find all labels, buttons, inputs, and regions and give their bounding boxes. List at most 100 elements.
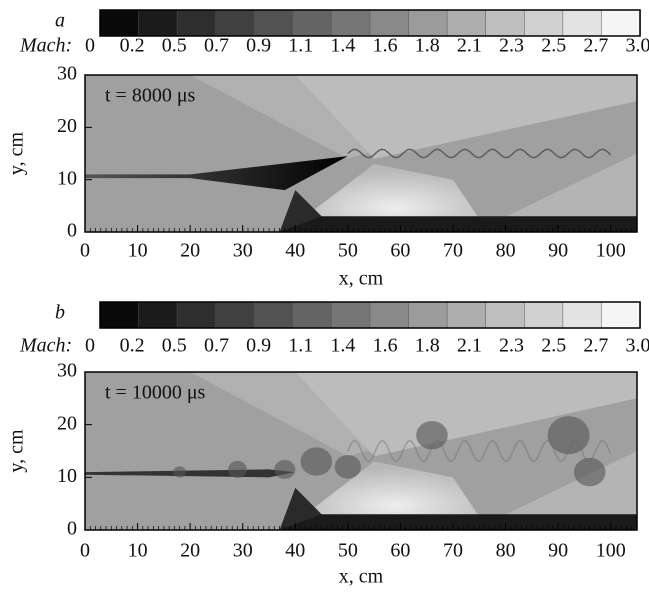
vortex	[274, 459, 296, 479]
colorbar-level	[254, 9, 294, 37]
vortex	[300, 447, 333, 476]
y-axis-label: y, cm	[6, 131, 28, 175]
colorbar-level	[369, 301, 410, 329]
colorbar-tick-label: 2.1	[457, 335, 482, 357]
y-axis-label: y, cm	[6, 429, 28, 473]
y-tick-label: 30	[57, 360, 77, 382]
x-tick-label: 40	[285, 240, 305, 262]
x-tick-label: 100	[596, 240, 626, 262]
x-tick-label: 30	[233, 540, 253, 562]
time-annotation: t = 8000 μs	[105, 85, 196, 107]
colorbar-level	[446, 9, 487, 37]
x-tick-label: 60	[390, 540, 410, 562]
colorbar-level	[292, 9, 333, 37]
x-tick-label: 90	[548, 540, 568, 562]
colorbar-tick-label: 1.1	[288, 335, 313, 357]
y-tick-label: 20	[57, 412, 77, 434]
y-tick-label: 30	[57, 63, 77, 85]
colorbar-level	[331, 9, 371, 37]
colorbar-tick-label: 2.3	[499, 35, 524, 57]
x-tick-label: 80	[496, 540, 516, 562]
x-tick-label: 60	[390, 240, 410, 262]
colorbar-tick-label: 3.0	[626, 35, 649, 57]
colorbar-tick-label: 2.7	[583, 35, 608, 57]
x-tick-label: 40	[285, 540, 305, 562]
colorbar-frame	[99, 301, 641, 329]
shock-region	[295, 75, 637, 159]
plot-frame	[84, 371, 638, 531]
x-tick-label: 100	[596, 540, 626, 562]
colorbar-level	[524, 301, 564, 329]
vortex	[227, 460, 247, 478]
colorbar-level	[408, 301, 448, 329]
x-tick-label: 70	[443, 240, 463, 262]
colorbar-tick-label: 2.5	[541, 35, 566, 57]
colorbar-frame	[99, 9, 641, 37]
colorbar-tick-label: 1.6	[373, 35, 398, 57]
colorbar-tick-label: 2.3	[499, 335, 524, 357]
x-tick-label: 50	[338, 540, 358, 562]
colorbar-level	[292, 301, 333, 329]
colorbar-level	[176, 9, 217, 37]
shock-region	[295, 372, 637, 457]
colorbar-tick-label: 0	[85, 35, 95, 57]
colorbar-tick-label: 0.2	[120, 335, 145, 357]
colorbar-level	[138, 9, 178, 37]
colorbar-level	[562, 9, 603, 37]
x-tick-label: 10	[128, 240, 148, 262]
colorbar-level	[408, 9, 448, 37]
vortex	[173, 466, 186, 478]
colorbar-level	[176, 301, 217, 329]
jet	[85, 156, 348, 191]
x-tick-label: 20	[180, 240, 200, 262]
vortex	[547, 416, 590, 455]
x-tick-label: 90	[548, 240, 568, 262]
colorbar-tick-label: 0.7	[204, 335, 229, 357]
colorbar-tick-label: 2.7	[583, 335, 608, 357]
colorbar-level	[99, 301, 140, 329]
plot-frame	[84, 74, 638, 233]
colorbar-level	[215, 9, 256, 37]
colorbar-tick-label: 0.2	[120, 35, 145, 57]
x-tick-label: 30	[233, 240, 253, 262]
colorbar-tick-label: 2.5	[541, 335, 566, 357]
wall-shadow	[279, 190, 322, 232]
colorbar-level	[99, 9, 140, 37]
x-tick-label: 0	[80, 240, 90, 262]
shear-layer	[347, 148, 612, 159]
x-tick-label: 80	[496, 240, 516, 262]
colorbar-tick-label: 0.9	[246, 35, 271, 57]
vortex	[573, 457, 606, 487]
reflected-region	[484, 153, 637, 227]
shear-layer	[347, 439, 612, 463]
colorbar-tick-label: 1.4	[330, 35, 355, 57]
x-tick-label: 20	[180, 540, 200, 562]
colorbar-tick-label: 1.4	[330, 335, 355, 357]
x-tick-label: 0	[80, 540, 90, 562]
colorbar-tick-label: 1.8	[415, 35, 440, 57]
colorbar-level	[601, 9, 641, 37]
panel-label: a	[55, 10, 65, 32]
expansion-region	[305, 461, 485, 525]
y-tick-label: 0	[67, 518, 77, 540]
colorbar-tick-label: 0.5	[162, 335, 187, 357]
panel-label: b	[55, 302, 65, 324]
colorbar-tick-label: 1.6	[373, 335, 398, 357]
colorbar-tick-label: 2.1	[457, 35, 482, 57]
x-tick-label: 10	[128, 540, 148, 562]
colorbar-level	[369, 9, 410, 37]
colorbar-level	[601, 301, 641, 329]
colorbar-tick-label: 1.8	[415, 335, 440, 357]
y-tick-label: 0	[67, 220, 77, 242]
x-axis-label: x, cm	[339, 566, 384, 588]
expansion-region	[305, 163, 485, 227]
colorbar-level	[254, 301, 294, 329]
y-tick-label: 10	[57, 167, 77, 189]
x-tick-label: 50	[338, 240, 358, 262]
x-axis-label: x, cm	[339, 268, 384, 290]
colorbar-level	[446, 301, 487, 329]
colorbar-level	[138, 301, 178, 329]
colorbar-tick-label: 0.7	[204, 35, 229, 57]
colorbar-title: Mach:	[19, 35, 72, 57]
colorbar-level	[485, 301, 526, 329]
